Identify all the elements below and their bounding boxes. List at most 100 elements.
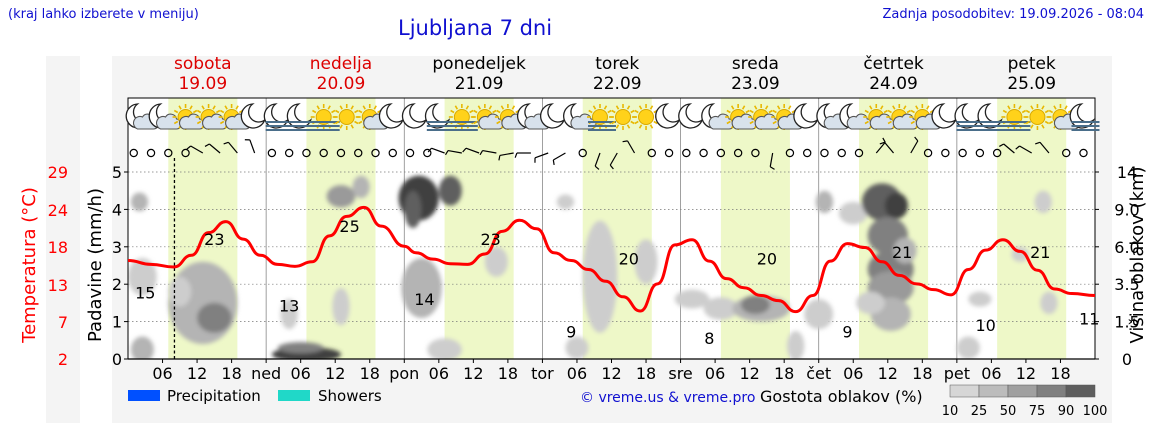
sun-ray <box>189 105 193 110</box>
sun-ray <box>638 124 643 129</box>
x-tick-label: 18 <box>360 364 380 383</box>
sun-ray <box>1030 105 1034 110</box>
sun-ray <box>1041 105 1045 110</box>
wind-barb-feather <box>552 159 555 166</box>
moon-icon <box>540 103 566 129</box>
wind-barb <box>1019 145 1032 154</box>
sun-ray <box>450 109 455 114</box>
calm-wind-marker <box>941 148 950 158</box>
y-axis-label-cloud-height: Višina oblakov (km) <box>1127 166 1148 343</box>
cloud-blob <box>280 299 298 330</box>
sun-ray <box>787 105 792 110</box>
moon-fog-icon <box>1069 103 1100 131</box>
sun-ray <box>354 109 359 114</box>
sun-ray <box>776 105 781 110</box>
sun-cloud-icon <box>748 104 781 130</box>
sun-ray <box>331 109 336 114</box>
cloud-blob <box>332 287 350 326</box>
sun-ray <box>465 105 470 110</box>
calm-wind-marker <box>716 148 726 158</box>
wind-barb <box>482 149 497 154</box>
axes: 06 12 18 ned 06 12 18 pon 06 12 18 tor 06 12 18 sre 06 12… <box>19 97 1148 383</box>
sun-ray <box>1064 105 1068 110</box>
sun-ray <box>883 109 888 114</box>
cloud-blob <box>277 342 324 354</box>
temperature-label: 11 <box>1079 310 1099 329</box>
cloud-blob <box>674 289 710 309</box>
sun-fog-icon <box>310 104 340 131</box>
day-date: 25.09 <box>1007 74 1056 94</box>
temperature-label: 13 <box>279 297 299 316</box>
sun-ray <box>649 105 654 110</box>
calm-wind-marker <box>647 148 656 158</box>
cloud-blob <box>804 299 834 330</box>
moon-icon <box>678 103 704 129</box>
x-tick-label: ned <box>251 364 281 383</box>
sun-ray <box>626 124 631 129</box>
sun-ray <box>473 120 478 125</box>
calm-wind-marker <box>682 148 691 158</box>
y-tick-label-temp: 7 <box>58 313 68 332</box>
wind-barb <box>769 152 774 167</box>
page-title: Ljubljana 7 dni <box>398 16 553 40</box>
moon-icon <box>655 103 681 129</box>
y-axis-label-precip: Padavine (mm/h) <box>85 188 106 342</box>
moon-icon <box>793 103 819 129</box>
calm-wind-marker <box>785 148 795 158</box>
sun-ray <box>745 109 750 114</box>
cloud-density <box>128 175 1058 359</box>
cloud-blob <box>838 201 868 225</box>
calm-wind-marker <box>751 148 760 158</box>
sun-ray <box>350 124 354 129</box>
calm-wind-marker <box>854 148 864 158</box>
temperature-label: 10 <box>975 316 995 335</box>
calm-wind-marker <box>699 148 708 158</box>
sun-ray <box>196 120 202 125</box>
temperature-label: 23 <box>204 230 224 249</box>
cloud-blob <box>427 338 462 359</box>
x-tick-label: 06 <box>705 364 725 383</box>
sun-ray <box>1044 120 1050 125</box>
credit-link[interactable]: © vreme.us & vreme.pro <box>580 390 755 406</box>
sun-ray <box>1048 120 1054 125</box>
x-tick-label: 12 <box>187 364 207 383</box>
sun-ray <box>339 105 343 110</box>
wind-barb-feather <box>879 141 885 145</box>
y-tick-label-precip: 3 <box>112 238 122 257</box>
sun-ray <box>749 109 754 114</box>
x-tick-label: 12 <box>739 364 759 383</box>
cloud-blob <box>956 336 980 359</box>
y-tick-label-precip: 5 <box>112 163 122 182</box>
x-tick-label: 18 <box>636 364 656 383</box>
y-tick-label-precip: 0 <box>112 350 122 369</box>
sun-disc <box>453 109 470 125</box>
y-right-tick-label: 6.0 <box>1114 238 1139 257</box>
moon-shape <box>240 103 266 129</box>
sun-disc <box>338 109 355 125</box>
calm-wind-marker <box>958 148 967 158</box>
sun-ray <box>906 109 911 114</box>
cloud-blob <box>741 295 770 315</box>
sun-ray <box>926 105 930 110</box>
sun-cloud-icon <box>725 104 758 130</box>
wind-barb-feather <box>609 164 614 170</box>
sun-ray <box>488 105 493 110</box>
sun-ray <box>235 105 239 110</box>
sun-ray <box>753 105 758 110</box>
sun-ray <box>864 120 869 125</box>
sun-ray <box>910 109 915 114</box>
sun-ray <box>1025 120 1031 125</box>
location-hint[interactable]: (kraj lahko izberete v meniju) <box>8 7 199 22</box>
x-tick-label: 12 <box>1016 364 1036 383</box>
wind-barb <box>884 141 895 154</box>
wind-barb <box>594 152 601 167</box>
legend: Precipitation Showers © vreme.us & vreme.p… <box>128 384 1107 419</box>
sun-ray <box>316 105 320 110</box>
cloud-blob <box>703 297 739 320</box>
wind-barb <box>249 139 256 154</box>
wind-barb <box>553 152 566 161</box>
cloud-density-level: 10 <box>942 404 959 419</box>
cloud-blob <box>130 336 154 359</box>
calm-wind-marker <box>733 148 743 158</box>
sun-disc <box>1029 109 1046 125</box>
